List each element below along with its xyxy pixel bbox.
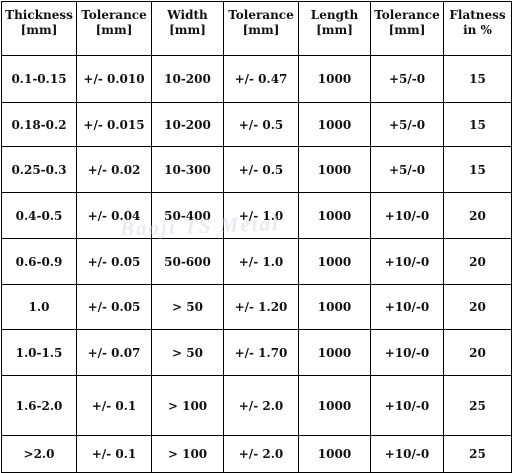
cell-width-tolerance: +/- 0.47 — [223, 55, 299, 103]
header-flatness: Flatness in % — [443, 1, 512, 56]
cell-width-tolerance: +/- 1.70 — [223, 329, 299, 376]
cell-flatness: 15 — [443, 102, 512, 147]
cell-flatness: 20 — [443, 284, 512, 330]
cell-thickness: 0.1-0.15 — [1, 55, 77, 103]
cell-flatness: 20 — [443, 238, 512, 285]
cell-length: 1000 — [298, 192, 371, 239]
cell-width-tolerance: +/- 2.0 — [223, 435, 299, 473]
cell-length: 1000 — [298, 284, 371, 330]
header-length-tolerance: Tolerance [mm] — [370, 1, 444, 56]
cell-thickness-tolerance: +/- 0.010 — [76, 55, 152, 103]
cell-width-tolerance: +/- 0.5 — [223, 102, 299, 147]
cell-length-tolerance: +10/-0 — [370, 435, 444, 473]
cell-thickness-tolerance: +/- 0.02 — [76, 146, 152, 193]
cell-width-tolerance: +/- 1.20 — [223, 284, 299, 330]
cell-width: > 50 — [151, 329, 224, 376]
cell-thickness: 0.4-0.5 — [1, 192, 77, 239]
cell-length-tolerance: +10/-0 — [370, 329, 444, 376]
cell-length: 1000 — [298, 375, 371, 436]
cell-width: 10-200 — [151, 55, 224, 103]
table-row: >2.0 +/- 0.1 > 100 +/- 2.0 1000 +10/-0 2… — [1, 435, 512, 473]
cell-thickness: >2.0 — [1, 435, 77, 473]
cell-length: 1000 — [298, 102, 371, 147]
cell-length: 1000 — [298, 238, 371, 285]
cell-flatness: 25 — [443, 375, 512, 436]
cell-thickness: 0.18-0.2 — [1, 102, 77, 147]
cell-width-tolerance: +/- 1.0 — [223, 238, 299, 285]
cell-thickness: 1.0-1.5 — [1, 329, 77, 376]
cell-thickness: 0.6-0.9 — [1, 238, 77, 285]
cell-flatness: 20 — [443, 329, 512, 376]
header-thickness-tolerance: Tolerance [mm] — [76, 1, 152, 56]
cell-length: 1000 — [298, 146, 371, 193]
table-row: 1.6-2.0 +/- 0.1 > 100 +/- 2.0 1000 +10/-… — [1, 375, 512, 436]
cell-width: 10-200 — [151, 102, 224, 147]
cell-flatness: 20 — [443, 192, 512, 239]
cell-width: > 100 — [151, 375, 224, 436]
header-thickness: Thickness [mm] — [1, 1, 77, 56]
cell-thickness: 1.6-2.0 — [1, 375, 77, 436]
cell-flatness: 15 — [443, 146, 512, 193]
header-row: Thickness [mm] Tolerance [mm] Width [mm] To… — [1, 1, 512, 56]
cell-thickness: 1.0 — [1, 284, 77, 330]
cell-width: > 100 — [151, 435, 224, 473]
table-row: 0.18-0.2 +/- 0.015 10-200 +/- 0.5 1000 +… — [1, 102, 512, 147]
cell-width: > 50 — [151, 284, 224, 330]
header-length: Length [mm] — [298, 1, 371, 56]
cell-length-tolerance: +5/-0 — [370, 146, 444, 193]
cell-width-tolerance: +/- 1.0 — [223, 192, 299, 239]
cell-length-tolerance: +10/-0 — [370, 192, 444, 239]
cell-length-tolerance: +10/-0 — [370, 284, 444, 330]
cell-thickness: 0.25-0.3 — [1, 146, 77, 193]
table-row: 0.1-0.15 +/- 0.010 10-200 +/- 0.47 1000 … — [1, 55, 512, 103]
cell-width-tolerance: +/- 0.5 — [223, 146, 299, 193]
cell-length: 1000 — [298, 55, 371, 103]
cell-width: 50-400 — [151, 192, 224, 239]
cell-thickness-tolerance: +/- 0.04 — [76, 192, 152, 239]
cell-length-tolerance: +5/-0 — [370, 55, 444, 103]
header-width: Width [mm] — [151, 1, 224, 56]
cell-width: 10-300 — [151, 146, 224, 193]
table-row: 0.25-0.3 +/- 0.02 10-300 +/- 0.5 1000 +5… — [1, 146, 512, 193]
cell-thickness-tolerance: +/- 0.1 — [76, 375, 152, 436]
cell-flatness: 25 — [443, 435, 512, 473]
cell-thickness-tolerance: +/- 0.1 — [76, 435, 152, 473]
cell-length-tolerance: +10/-0 — [370, 375, 444, 436]
cell-length: 1000 — [298, 435, 371, 473]
cell-thickness-tolerance: +/- 0.05 — [76, 284, 152, 330]
cell-length: 1000 — [298, 329, 371, 376]
cell-length-tolerance: +5/-0 — [370, 102, 444, 147]
cell-width-tolerance: +/- 2.0 — [223, 375, 299, 436]
header-width-tolerance: Tolerance [mm] — [223, 1, 299, 56]
table-row: 0.4-0.5 +/- 0.04 50-400 +/- 1.0 1000 +10… — [1, 192, 512, 239]
table-row: 0.6-0.9 +/- 0.05 50-600 +/- 1.0 1000 +10… — [1, 238, 512, 285]
cell-flatness: 15 — [443, 55, 512, 103]
cell-length-tolerance: +10/-0 — [370, 238, 444, 285]
table-row: 1.0-1.5 +/- 0.07 > 50 +/- 1.70 1000 +10/… — [1, 329, 512, 376]
cell-thickness-tolerance: +/- 0.015 — [76, 102, 152, 147]
cell-width: 50-600 — [151, 238, 224, 285]
cell-thickness-tolerance: +/- 0.05 — [76, 238, 152, 285]
table-row: 1.0 +/- 0.05 > 50 +/- 1.20 1000 +10/-0 2… — [1, 284, 512, 330]
cell-thickness-tolerance: +/- 0.07 — [76, 329, 152, 376]
